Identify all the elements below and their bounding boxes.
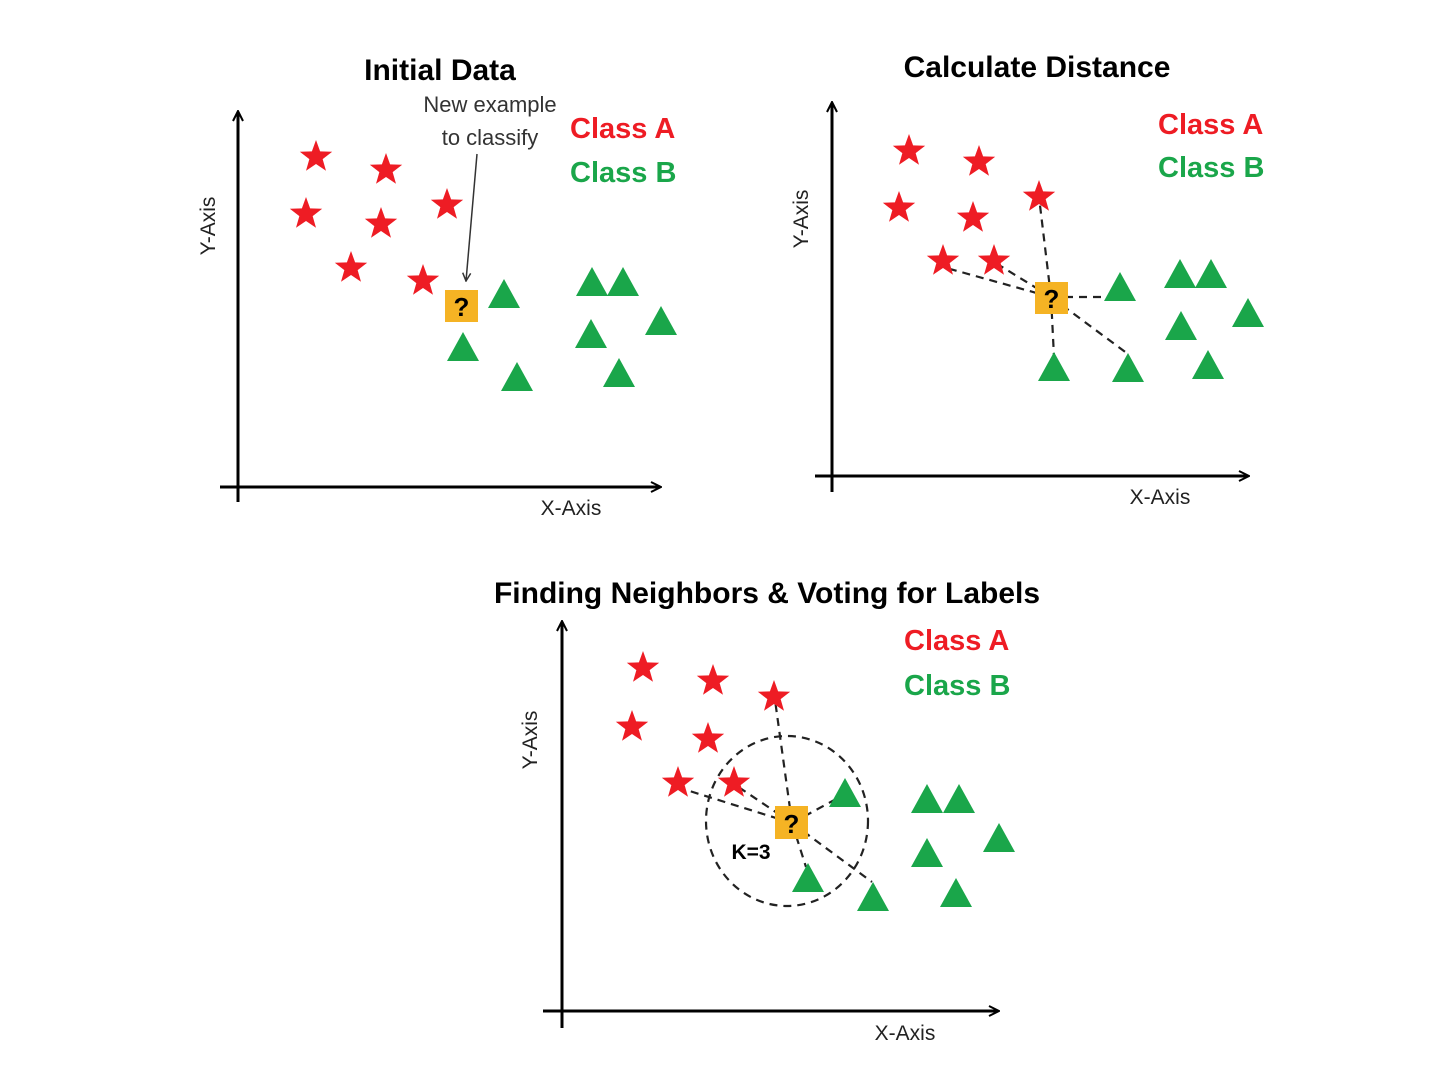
distance-line xyxy=(733,783,793,824)
star-icon xyxy=(892,134,926,165)
triangle-icon xyxy=(501,362,533,391)
distance-line xyxy=(679,786,793,825)
star-icon xyxy=(661,766,695,797)
class-a-points xyxy=(615,651,791,797)
x-axis-label: X-Axis xyxy=(875,1022,936,1045)
star-icon xyxy=(299,140,333,171)
star-icon xyxy=(926,244,960,275)
triangle-icon xyxy=(645,306,677,335)
star-icon xyxy=(1022,180,1056,211)
triangle-icon xyxy=(1112,353,1144,382)
triangle-icon xyxy=(447,332,479,361)
triangle-icon xyxy=(1104,272,1136,301)
legend-class-b: Class B xyxy=(1158,152,1264,184)
star-icon xyxy=(369,153,403,184)
triangle-icon xyxy=(1038,352,1070,381)
distance-line xyxy=(791,797,839,824)
triangle-icon xyxy=(940,878,972,907)
class-b-points xyxy=(447,267,677,391)
panel-initial-data: Initial Data X-Axis Y-Axis Class A Class… xyxy=(197,54,677,520)
star-icon xyxy=(334,251,368,282)
distance-line xyxy=(1037,196,1053,298)
x-axis-label: X-Axis xyxy=(541,497,602,520)
star-icon xyxy=(962,145,996,176)
k-neighborhood-circle xyxy=(704,734,870,908)
triangle-icon xyxy=(603,358,635,387)
star-icon xyxy=(956,201,990,232)
y-axis-label: Y-Axis xyxy=(197,197,220,256)
class-a-points xyxy=(882,134,1056,275)
annotation-line-2: to classify xyxy=(442,125,539,150)
question-box-icon: ? xyxy=(445,290,478,322)
class-b-points xyxy=(1038,259,1264,382)
panel-calculate-distance: Calculate Distance X-Axis Y-Axis Class A… xyxy=(790,51,1264,509)
distance-line xyxy=(773,699,794,824)
query-symbol: ? xyxy=(1044,284,1060,314)
triangle-icon xyxy=(1192,350,1224,379)
panel-title: Initial Data xyxy=(364,54,516,87)
triangle-icon xyxy=(576,267,608,296)
k-value-label: K=3 xyxy=(731,841,770,864)
panel-finding-neighbors: Finding Neighbors & Voting for Labels X-… xyxy=(494,577,1040,1045)
star-icon xyxy=(626,651,660,682)
class-b-points xyxy=(792,778,1015,911)
annotation-arrow xyxy=(466,153,478,281)
triangle-icon xyxy=(983,823,1015,852)
triangle-icon xyxy=(488,279,520,308)
star-icon xyxy=(406,264,440,295)
legend-class-a: Class A xyxy=(1158,109,1263,141)
legend-class-a: Class A xyxy=(904,625,1009,657)
y-axis-label: Y-Axis xyxy=(519,711,542,770)
star-icon xyxy=(696,664,730,695)
star-icon xyxy=(757,680,791,711)
triangle-icon xyxy=(1165,311,1197,340)
distance-line xyxy=(942,265,1052,299)
query-symbol: ? xyxy=(454,292,470,322)
x-axis-label: X-Axis xyxy=(1130,486,1191,509)
triangle-icon xyxy=(911,784,943,813)
triangle-icon xyxy=(792,863,824,892)
triangle-icon xyxy=(575,319,607,348)
triangle-icon xyxy=(829,778,861,807)
triangle-icon xyxy=(857,882,889,911)
question-box-icon: ? xyxy=(775,806,808,839)
star-icon xyxy=(717,766,751,797)
triangle-icon xyxy=(1164,259,1196,288)
star-icon xyxy=(364,207,398,238)
star-icon xyxy=(615,710,649,741)
panel-title: Calculate Distance xyxy=(904,51,1171,84)
star-icon xyxy=(289,197,323,228)
class-a-points xyxy=(289,140,464,295)
triangle-icon xyxy=(1195,259,1227,288)
annotation-line-1: New example xyxy=(423,92,556,117)
legend-class-b: Class B xyxy=(904,670,1010,702)
legend-class-a: Class A xyxy=(570,113,675,145)
query-symbol: ? xyxy=(784,809,800,839)
star-icon xyxy=(977,244,1011,275)
triangle-icon xyxy=(943,784,975,813)
legend-class-b: Class B xyxy=(570,157,676,189)
triangle-icon xyxy=(607,267,639,296)
distance-line xyxy=(993,261,1052,298)
star-icon xyxy=(691,722,725,753)
question-box-icon: ? xyxy=(1035,282,1068,314)
star-icon xyxy=(430,188,464,219)
triangle-icon xyxy=(1232,298,1264,327)
panel-title: Finding Neighbors & Voting for Labels xyxy=(494,577,1040,610)
y-axis-label: Y-Axis xyxy=(790,190,813,249)
triangle-icon xyxy=(911,838,943,867)
distance-line xyxy=(1049,296,1056,358)
star-icon xyxy=(882,191,916,222)
